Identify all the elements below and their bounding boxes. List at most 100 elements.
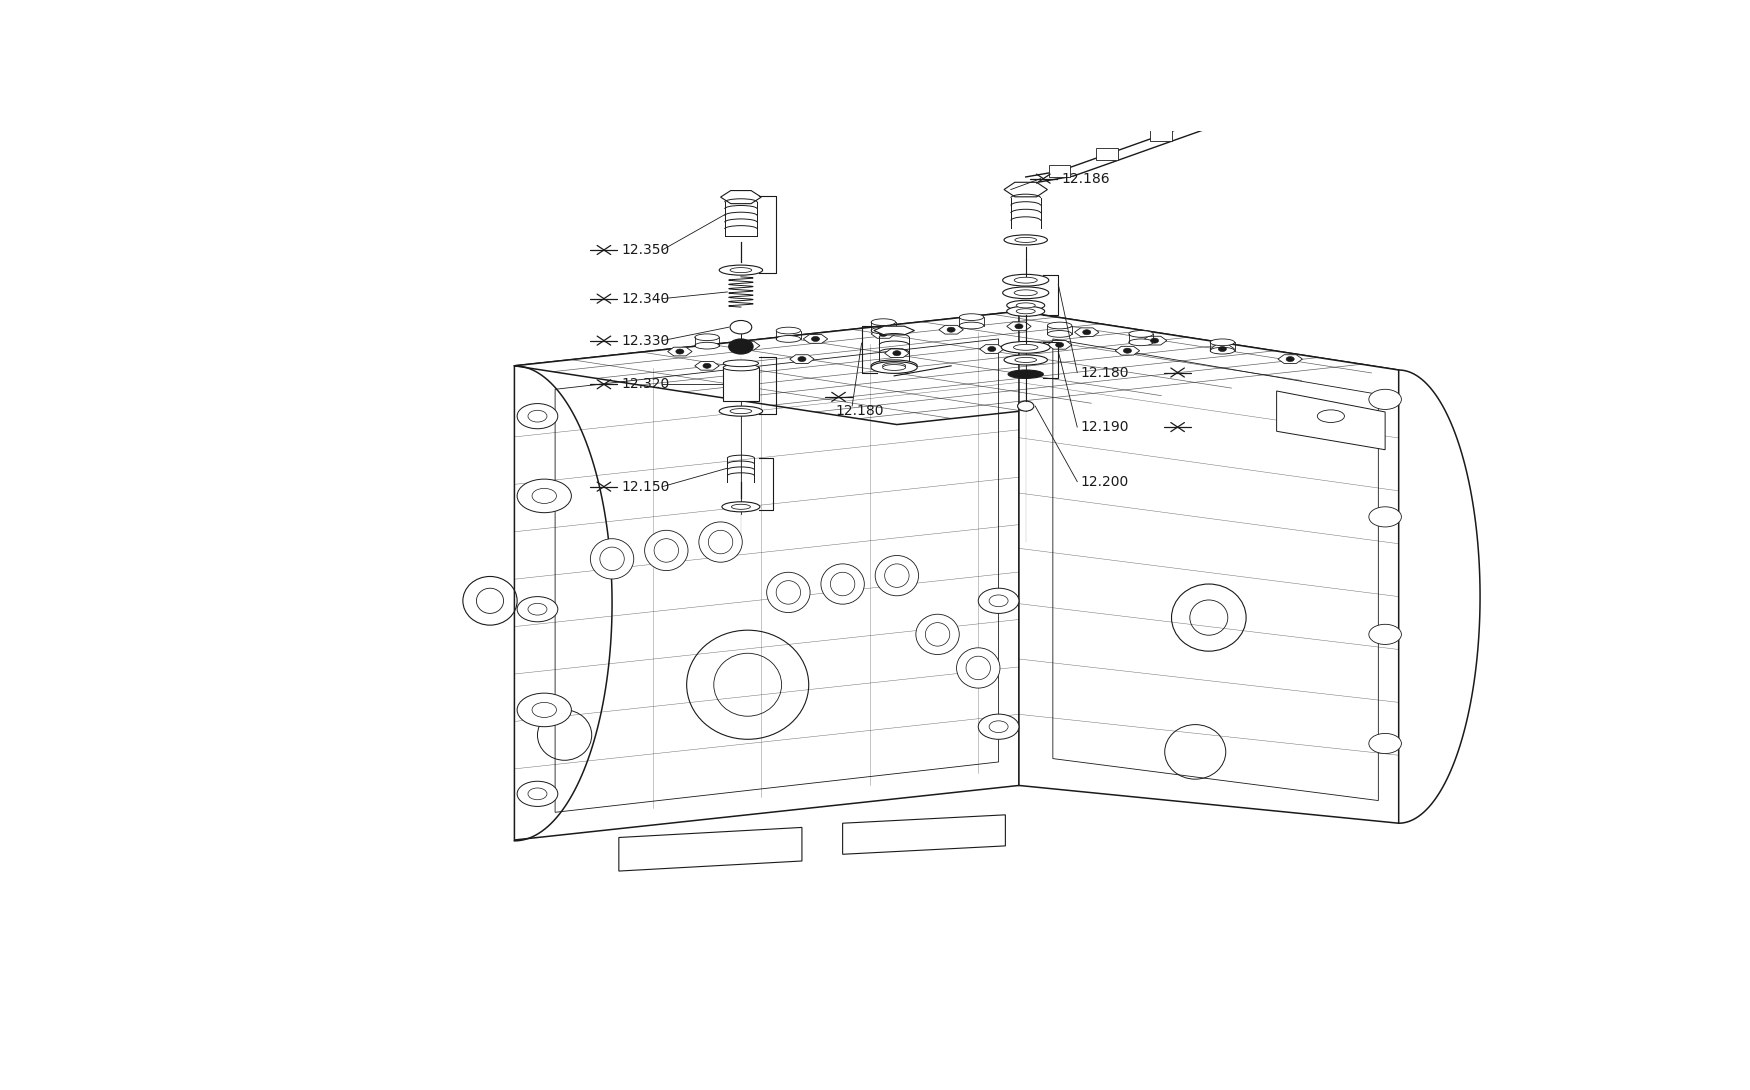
Ellipse shape [695,342,719,349]
Ellipse shape [723,364,758,371]
Circle shape [978,589,1018,614]
Ellipse shape [644,531,688,570]
Polygon shape [1115,347,1139,355]
Text: 12.200: 12.200 [1080,474,1129,488]
Polygon shape [668,348,691,356]
Ellipse shape [959,323,984,329]
Bar [1096,148,1118,160]
Polygon shape [735,341,760,350]
Ellipse shape [875,556,919,596]
Circle shape [518,480,570,512]
Polygon shape [1018,312,1398,823]
Polygon shape [886,349,908,358]
Ellipse shape [1015,277,1038,283]
Ellipse shape [1017,303,1036,307]
Circle shape [518,596,558,621]
Ellipse shape [1129,339,1153,346]
Circle shape [798,356,807,362]
Polygon shape [844,815,1004,855]
Ellipse shape [1003,287,1048,299]
Bar [1150,129,1172,141]
Circle shape [1368,507,1402,526]
Ellipse shape [1211,348,1234,354]
Ellipse shape [1006,306,1045,316]
Polygon shape [620,827,802,871]
Ellipse shape [1006,301,1045,311]
Polygon shape [1004,182,1048,197]
Ellipse shape [821,564,864,604]
Ellipse shape [1015,290,1038,295]
Circle shape [1017,401,1034,411]
Polygon shape [1074,328,1099,337]
Circle shape [1286,356,1295,362]
Ellipse shape [882,364,906,371]
Ellipse shape [1015,238,1036,242]
Ellipse shape [882,363,906,368]
Ellipse shape [719,407,763,416]
Circle shape [744,343,752,348]
Ellipse shape [957,647,999,688]
Ellipse shape [872,327,896,334]
Ellipse shape [777,336,800,342]
Text: 12.186: 12.186 [1060,171,1110,185]
Ellipse shape [1211,339,1234,346]
Circle shape [518,782,558,807]
Text: 12.180: 12.180 [1080,365,1129,379]
Circle shape [1083,329,1090,335]
Ellipse shape [872,318,896,326]
Ellipse shape [723,501,760,512]
Circle shape [730,320,752,334]
Text: 12.350: 12.350 [621,243,670,257]
Polygon shape [872,329,896,338]
Ellipse shape [1017,372,1034,376]
Ellipse shape [1017,308,1036,314]
Ellipse shape [1008,370,1043,378]
Ellipse shape [959,314,984,320]
Polygon shape [940,325,963,334]
Bar [1048,166,1071,177]
Polygon shape [695,362,719,371]
Text: 12.320: 12.320 [621,377,670,391]
Bar [723,367,758,401]
Ellipse shape [766,572,810,613]
Circle shape [1055,342,1064,348]
Polygon shape [789,354,814,363]
Ellipse shape [1013,344,1038,350]
Ellipse shape [1015,358,1036,363]
Circle shape [1150,338,1158,343]
Circle shape [1368,734,1402,753]
Ellipse shape [590,538,634,579]
Ellipse shape [730,409,752,413]
Circle shape [1368,389,1402,410]
Polygon shape [514,312,1398,424]
Circle shape [1368,625,1402,644]
Circle shape [676,349,684,354]
Ellipse shape [698,522,742,562]
Text: 12.190: 12.190 [1080,420,1129,434]
Ellipse shape [719,265,763,275]
Polygon shape [1398,370,1480,823]
Text: 12.180: 12.180 [836,404,884,419]
Polygon shape [1048,340,1071,349]
Circle shape [518,693,570,727]
Polygon shape [514,366,612,840]
Circle shape [728,339,752,354]
Polygon shape [1143,336,1167,346]
Ellipse shape [915,615,959,654]
Polygon shape [1006,322,1031,330]
Polygon shape [1211,344,1234,353]
Polygon shape [514,312,1018,840]
Ellipse shape [1004,234,1048,245]
Circle shape [1124,348,1132,353]
Polygon shape [803,335,828,343]
Ellipse shape [1129,330,1153,337]
Polygon shape [980,344,1004,353]
Ellipse shape [872,362,917,374]
Ellipse shape [1048,330,1071,337]
Circle shape [812,337,819,341]
Circle shape [1218,347,1227,352]
Polygon shape [721,191,761,204]
Ellipse shape [730,268,752,272]
Circle shape [947,327,956,332]
Ellipse shape [695,334,719,340]
